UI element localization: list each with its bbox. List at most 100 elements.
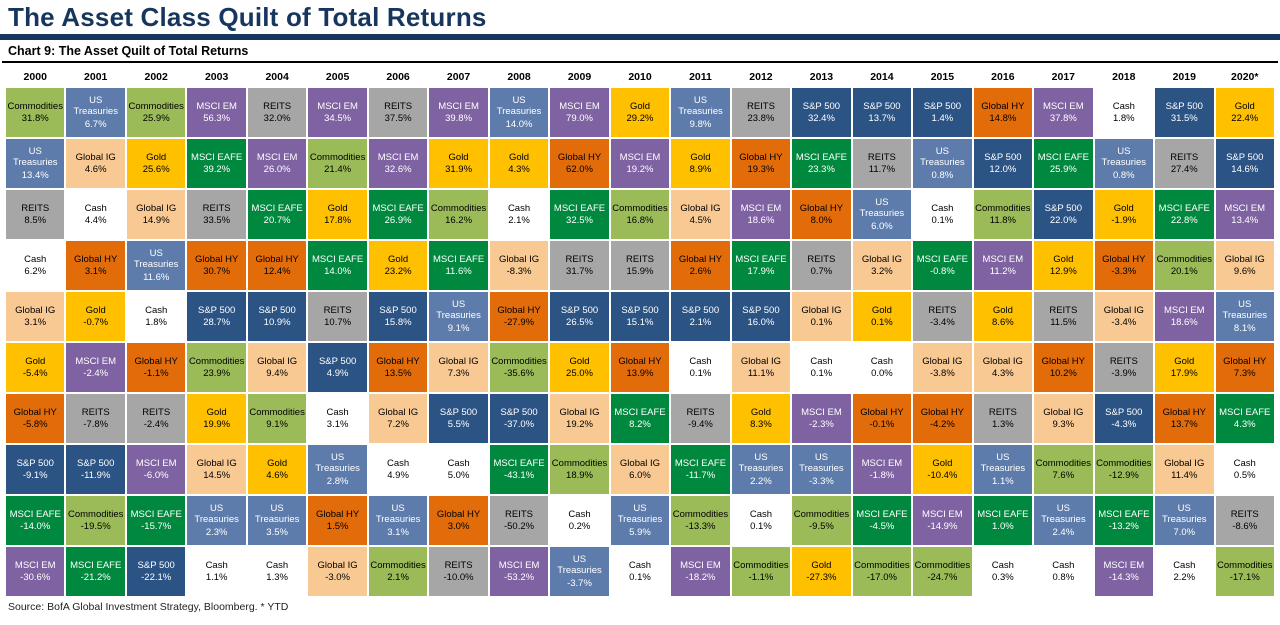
quilt-cell: Gold -27.3% bbox=[792, 547, 851, 596]
quilt-cell: MSCI EAFE -43.1% bbox=[489, 445, 549, 494]
quilt-cell: Global HY -0.1% bbox=[852, 394, 912, 443]
return-value: 0.1% bbox=[629, 572, 651, 583]
return-value: 20.1% bbox=[1170, 266, 1198, 277]
return-value: 2.2% bbox=[1173, 572, 1196, 583]
quilt-cell: MSCI EM 39.8% bbox=[429, 88, 488, 137]
asset-label: MSCI EM bbox=[680, 559, 721, 571]
quilt-cell: REITS 23.8% bbox=[731, 88, 791, 137]
return-value: 2.3% bbox=[205, 526, 228, 538]
quilt-cell: Gold 4.3% bbox=[489, 139, 549, 188]
asset-label: Cash bbox=[447, 457, 470, 469]
asset-label: REITS bbox=[686, 406, 715, 418]
quilt-cell: MSCI EM 18.6% bbox=[1155, 292, 1214, 341]
return-value: -17.1% bbox=[1229, 572, 1260, 583]
return-value: -0.8% bbox=[929, 266, 955, 277]
return-value: 7.2% bbox=[387, 419, 409, 430]
asset-label: US Treasuries bbox=[315, 452, 360, 475]
quilt-cell: S&P 500 -9.1% bbox=[6, 445, 65, 494]
return-value: 0.2% bbox=[568, 521, 591, 532]
quilt-cell: Cash 0.1% bbox=[913, 190, 972, 239]
return-value: 14.6% bbox=[1231, 164, 1259, 175]
return-value: -4.5% bbox=[869, 521, 895, 532]
return-value: 1.3% bbox=[266, 572, 288, 583]
return-value: -5.8% bbox=[22, 419, 48, 430]
return-value: 33.5% bbox=[203, 215, 231, 226]
quilt-cell: MSCI EM 13.4% bbox=[1215, 190, 1274, 239]
quilt-cell: MSCI EM -6.0% bbox=[126, 445, 186, 494]
quilt-cell: Commodities -13.3% bbox=[671, 496, 730, 545]
return-value: 4.5% bbox=[689, 215, 712, 226]
asset-label: Cash bbox=[266, 559, 289, 571]
asset-label: Gold bbox=[932, 457, 953, 469]
asset-label: Gold bbox=[448, 151, 469, 163]
quilt-cell: Cash 1.3% bbox=[247, 547, 307, 596]
quilt-cell: Cash 6.2% bbox=[6, 241, 65, 290]
quilt-cell: Global IG 19.2% bbox=[550, 394, 609, 443]
asset-label: Global IG bbox=[498, 253, 540, 265]
asset-label: US Treasuries bbox=[1041, 503, 1086, 526]
title-divider bbox=[0, 34, 1280, 40]
asset-label: MSCI EM bbox=[1163, 304, 1205, 316]
quilt-cell: S&P 500 -4.3% bbox=[1094, 394, 1154, 443]
quilt-cell: Global IG -3.8% bbox=[913, 343, 972, 392]
year-header-2000: 2000 bbox=[23, 71, 47, 83]
quilt-cell: US Treasuries 7.0% bbox=[1155, 496, 1214, 545]
quilt-cell: Global IG 9.6% bbox=[1215, 241, 1274, 290]
quilt-cell: US Treasuries 9.8% bbox=[671, 88, 730, 137]
quilt-cell: Cash 0.1% bbox=[792, 343, 851, 392]
asset-label: MSCI EAFE bbox=[1037, 151, 1089, 163]
asset-label: US Treasuries bbox=[133, 248, 179, 271]
return-value: 23.8% bbox=[747, 113, 775, 124]
asset-label: Cash bbox=[326, 406, 349, 418]
quilt-cell: S&P 500 1.4% bbox=[913, 88, 972, 137]
return-value: -8.3% bbox=[506, 266, 532, 277]
asset-label: S&P 500 bbox=[802, 100, 841, 112]
asset-label: Commodities bbox=[914, 559, 971, 571]
quilt-cell: Gold 22.4% bbox=[1215, 88, 1274, 137]
asset-label: S&P 500 bbox=[621, 304, 659, 316]
return-value: 0.8% bbox=[1112, 169, 1135, 181]
year-header-2007: 2007 bbox=[446, 71, 471, 83]
asset-label: Commodities bbox=[612, 202, 668, 214]
year-header-2014: 2014 bbox=[870, 71, 894, 83]
return-value: 14.5% bbox=[203, 470, 231, 481]
return-value: 3.1% bbox=[84, 266, 107, 277]
return-value: -9.4% bbox=[688, 419, 713, 430]
quilt-cell: Cash 0.1% bbox=[610, 547, 670, 596]
return-value: 26.9% bbox=[384, 215, 412, 226]
asset-label: US Treasuries bbox=[496, 95, 542, 118]
return-value: -15.7% bbox=[141, 521, 172, 532]
asset-label: Gold bbox=[25, 355, 46, 367]
quilt-cell: Commodities -17.0% bbox=[852, 547, 912, 596]
return-value: 17.8% bbox=[324, 215, 352, 226]
return-value: 10.9% bbox=[263, 317, 291, 328]
return-value: 22.8% bbox=[1170, 215, 1198, 226]
return-value: 18.6% bbox=[747, 215, 775, 226]
year-header-2019: 2019 bbox=[1172, 71, 1196, 83]
quilt-cell: MSCI EM -53.2% bbox=[489, 547, 549, 596]
asset-label: US Treasuries bbox=[557, 554, 602, 577]
asset-label: Gold bbox=[1113, 202, 1134, 214]
return-value: -1.1% bbox=[748, 572, 774, 583]
return-value: -14.9% bbox=[927, 521, 958, 532]
quilt-cell: Gold 8.9% bbox=[671, 139, 730, 188]
quilt-cell: MSCI EM -18.2% bbox=[671, 547, 730, 596]
asset-label: Gold bbox=[1234, 100, 1255, 112]
return-value: 23.2% bbox=[384, 266, 412, 277]
quilt-cell: Gold 8.3% bbox=[731, 394, 791, 443]
quilt-cell: Commodities 18.9% bbox=[550, 445, 609, 494]
asset-label: S&P 500 bbox=[258, 304, 296, 316]
return-value: 37.8% bbox=[1049, 113, 1077, 124]
asset-label: MSCI EAFE bbox=[70, 559, 122, 571]
return-value: 1.8% bbox=[1112, 113, 1135, 124]
asset-label: Gold bbox=[206, 406, 227, 418]
quilt-cell: MSCI EM -14.3% bbox=[1094, 547, 1154, 596]
asset-label: Cash bbox=[1173, 559, 1196, 571]
asset-label: Cash bbox=[810, 355, 833, 367]
quilt-cell: MSCI EM -30.6% bbox=[6, 547, 65, 596]
return-value: 20.7% bbox=[263, 215, 291, 226]
return-value: 5.0% bbox=[447, 470, 470, 481]
asset-label: Commodities bbox=[1035, 457, 1092, 469]
quilt-cell: REITS 32.0% bbox=[247, 88, 307, 137]
asset-label: REITS bbox=[867, 151, 896, 163]
